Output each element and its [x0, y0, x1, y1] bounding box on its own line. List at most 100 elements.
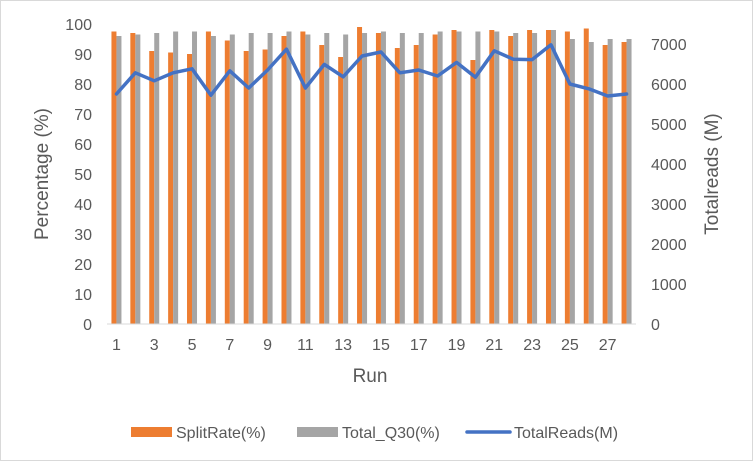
bar-splitrate-16 — [394, 48, 400, 324]
bar-total-q30-5 — [192, 31, 198, 324]
legend-swatch-total-q30 — [297, 427, 338, 437]
x-tick-label-25: 25 — [561, 337, 579, 354]
bar-splitrate-9 — [262, 49, 268, 324]
bar-total-q30-3 — [154, 33, 160, 324]
y-tick-label-20: 20 — [74, 257, 92, 274]
bar-total-q30-28 — [626, 39, 632, 324]
bar-total-q30-19 — [456, 31, 462, 324]
bar-total-q30-17 — [418, 33, 424, 324]
bar-splitrate-5 — [187, 54, 193, 324]
y2-tick-label-7000: 7000 — [651, 37, 687, 54]
x-tick-label-7: 7 — [225, 337, 234, 354]
y-tick-label-40: 40 — [74, 197, 92, 214]
y-tick-label-80: 80 — [74, 77, 92, 94]
bars-layer — [111, 27, 632, 324]
bar-splitrate-1 — [111, 31, 117, 324]
bar-total-q30-4 — [173, 31, 179, 324]
line-layer — [114, 43, 629, 98]
bar-total-q30-8 — [248, 33, 254, 324]
bar-splitrate-11 — [300, 31, 306, 324]
y2-tick-label-5000: 5000 — [651, 117, 687, 134]
bar-total-q30-14 — [362, 33, 368, 324]
y-tick-label-30: 30 — [74, 227, 92, 244]
bar-total-q30-9 — [267, 33, 273, 324]
bar-total-q30-10 — [286, 31, 292, 324]
bar-total-q30-24 — [550, 30, 556, 324]
bar-splitrate-4 — [168, 52, 174, 324]
y-axis-ticks: 0 10 20 30 40 50 60 70 80 90 100 — [65, 17, 92, 334]
bar-splitrate-17 — [413, 45, 419, 324]
bar-total-q30-20 — [475, 31, 481, 324]
bar-splitrate-23 — [527, 30, 533, 324]
bar-total-q30-23 — [532, 33, 538, 324]
x-tick-label-9: 9 — [263, 337, 272, 354]
bar-splitrate-27 — [602, 45, 608, 324]
x-tick-label-23: 23 — [523, 337, 541, 354]
bar-splitrate-7 — [224, 40, 230, 324]
x-tick-label-1: 1 — [112, 337, 121, 354]
legend-label-totalreads: TotalReads(M) — [514, 425, 618, 442]
x-tick-label-19: 19 — [448, 337, 466, 354]
x-tick-label-15: 15 — [372, 337, 390, 354]
bar-splitrate-12 — [319, 45, 325, 324]
bar-total-q30-22 — [513, 33, 519, 324]
legend-swatch-splitrate — [131, 427, 172, 437]
y2-tick-label-2000: 2000 — [651, 237, 687, 254]
y2-axis-ticks: 0 1000 2000 3000 4000 5000 6000 7000 — [651, 37, 687, 334]
bar-splitrate-25 — [564, 31, 570, 324]
legend-label-splitrate: SplitRate(%) — [176, 425, 266, 442]
bar-splitrate-19 — [451, 30, 457, 324]
bar-splitrate-10 — [281, 36, 287, 324]
y-tick-label-90: 90 — [74, 47, 92, 64]
y2-tick-label-1000: 1000 — [651, 277, 687, 294]
bar-splitrate-2 — [130, 33, 136, 324]
bar-total-q30-13 — [343, 34, 349, 324]
bar-splitrate-24 — [545, 30, 551, 324]
bar-splitrate-15 — [375, 33, 381, 324]
bar-total-q30-12 — [324, 33, 330, 324]
y2-tick-label-6000: 6000 — [651, 77, 687, 94]
bar-total-q30-2 — [135, 34, 141, 324]
x-axis-title: Run — [353, 366, 388, 387]
y-tick-label-0: 0 — [83, 317, 92, 334]
bar-splitrate-14 — [357, 27, 363, 324]
bar-splitrate-22 — [508, 36, 514, 324]
bar-splitrate-13 — [338, 57, 344, 324]
y2-tick-label-4000: 4000 — [651, 157, 687, 174]
x-tick-label-3: 3 — [150, 337, 159, 354]
x-tick-label-27: 27 — [599, 337, 617, 354]
bar-splitrate-21 — [489, 30, 495, 324]
legend-label-total-q30: Total_Q30(%) — [342, 425, 440, 442]
y-tick-label-70: 70 — [74, 107, 92, 124]
bar-total-q30-18 — [437, 31, 443, 324]
x-tick-label-17: 17 — [410, 337, 428, 354]
y-tick-label-100: 100 — [65, 17, 92, 34]
x-axis-ticks: 1 3 5 7 9 11 13 15 17 19 21 23 25 27 — [112, 337, 617, 354]
y-tick-label-60: 60 — [74, 137, 92, 154]
y2-axis-title: Totalreads (M) — [702, 113, 723, 234]
bar-splitrate-28 — [621, 42, 627, 324]
y-axis-title: Percentage (%) — [32, 108, 53, 240]
bar-splitrate-3 — [149, 51, 155, 324]
bar-total-q30-6 — [210, 36, 216, 324]
bar-total-q30-26 — [588, 42, 594, 324]
bar-total-q30-15 — [380, 31, 386, 324]
bar-total-q30-1 — [116, 36, 122, 324]
x-tick-label-11: 11 — [297, 337, 314, 354]
legend: SplitRate(%) Total_Q30(%) TotalReads(M) — [131, 425, 618, 442]
y2-tick-label-0: 0 — [651, 317, 660, 334]
bar-total-q30-25 — [569, 39, 575, 324]
x-tick-label-13: 13 — [334, 337, 352, 354]
y-tick-label-50: 50 — [74, 167, 92, 184]
y2-tick-label-3000: 3000 — [651, 197, 687, 214]
bar-total-q30-21 — [494, 31, 500, 324]
bar-total-q30-11 — [305, 34, 311, 324]
y-tick-label-10: 10 — [74, 287, 92, 304]
line-totalreads — [114, 43, 629, 98]
bar-splitrate-6 — [205, 31, 211, 324]
bar-total-q30-7 — [229, 34, 235, 324]
bar-splitrate-18 — [432, 34, 438, 324]
bar-splitrate-26 — [583, 28, 589, 324]
